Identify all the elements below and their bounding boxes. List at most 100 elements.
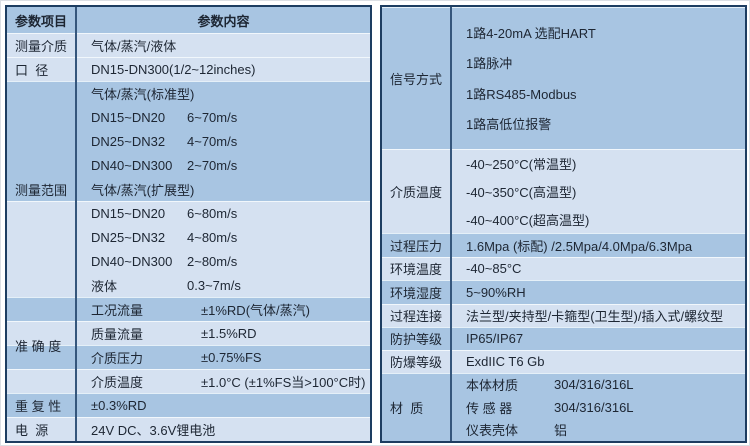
spec-text: 法兰型/夹持型/卡箍型(卫生型)/插入式/螺纹型 [466, 309, 724, 324]
row-label: 防护等级 [390, 332, 443, 347]
spec-line: 5~90%RH [452, 280, 745, 304]
spec-value: 2~70m/s [187, 157, 238, 173]
spec-name: 本体材质 [466, 377, 519, 393]
spec-line: 法兰型/夹持型/卡箍型(卫生型)/插入式/螺纹型 [452, 304, 745, 327]
spec-name: DN40~DN300 [91, 157, 173, 173]
spec-text: 1路高低位报警 [466, 117, 552, 133]
spec-text: 1路RS485-Modbus [466, 86, 577, 102]
spec-value: ±1.5%RD [201, 325, 257, 341]
label-band [7, 321, 75, 345]
spec-text: ±0.3%RD [91, 397, 147, 413]
table-row-group: 测量范围 气体/蒸汽(标准型) DN15~DN20 6~70m/s DN25~DN32 4… [7, 81, 370, 297]
row-content-cell: 气体/蒸汽(标准型) DN15~DN20 6~70m/s DN25~DN32 4~70m… [75, 81, 370, 297]
row-label: 测量范围 [15, 182, 68, 198]
spec-line: 液体 0.3~7m/s [77, 273, 370, 297]
spec-name: DN15~DN20 [91, 109, 166, 125]
row-label-cell: 测量范围 [7, 81, 75, 297]
table-row-group: 环境温度 -40~85°C [382, 257, 745, 280]
spec-value: ±0.75%FS [201, 349, 262, 365]
content-block: 法兰型/夹持型/卡箍型(卫生型)/插入式/螺纹型 [452, 304, 745, 327]
spec-line: IP65/IP67 [452, 327, 745, 350]
spec-name: 传 感 器 [466, 400, 513, 416]
spec-line: -40~85°C [452, 257, 745, 280]
row-label: 材 质 [390, 400, 424, 416]
spec-name: 质量流量 [91, 326, 144, 342]
spec-value: 2~80m/s [187, 253, 238, 269]
header-param-item: 参数项目 [14, 13, 67, 29]
spec-value: 6~80m/s [187, 205, 238, 221]
row-label-cell: 环境温度 [382, 257, 450, 280]
row-label-cell: 口 径 [7, 57, 75, 81]
row-label: 过程连接 [390, 309, 443, 324]
spec-line: 质量流量 ±1.5%RD [77, 321, 370, 345]
row-label-cell: 防爆等级 [382, 350, 450, 373]
content-block: 5~90%RH [452, 280, 745, 304]
label-band [382, 373, 450, 441]
spec-name: 介质温度 [91, 374, 144, 390]
table-row-group: 环境湿度 5~90%RH [382, 280, 745, 304]
table-row-group: 过程连接 法兰型/夹持型/卡箍型(卫生型)/插入式/螺纹型 [382, 304, 745, 327]
row-label-cell: 环境湿度 [382, 280, 450, 304]
label-band [382, 327, 450, 350]
row-content-cell: -40~250°C(常温型) -40~350°C(高温型) -40~400°C(超高… [450, 149, 745, 233]
spec-table-left: 参数项目 参数内容 测量介质 气体/蒸汽/液体口 径 DN15-DN300(1/2~… [5, 5, 372, 443]
row-label-cell: 电 源 [7, 417, 75, 441]
spec-name: 工况流量 [91, 302, 144, 318]
spec-line: 气体/蒸汽/液体 [77, 33, 370, 57]
row-content-cell: 1路4-20mA 选配HART 1路脉冲 1路RS485-Modbus 1路高低位报警 [450, 7, 745, 149]
spec-line: 1路RS485-Modbus [452, 78, 745, 109]
spec-name: 仪表壳体 [466, 423, 519, 439]
label-band [382, 233, 450, 257]
table-row-group: 防护等级 IP65/IP67 [382, 327, 745, 350]
spec-text: DN15-DN300(1/2~12inches) [91, 61, 256, 77]
spec-line: 仪表壳体 铝 [452, 418, 745, 441]
spec-name: DN15~DN20 [91, 205, 166, 221]
content-block: IP65/IP67 [452, 327, 745, 350]
label-band [382, 280, 450, 304]
label-band [382, 7, 450, 149]
spec-line: -40~400°C(超高温型) [452, 205, 745, 233]
spec-line: 传 感 器 304/316/316L [452, 396, 745, 419]
row-label: 环境温度 [390, 262, 443, 277]
label-band [382, 304, 450, 327]
content-block: 本体材质 304/316/316L 传 感 器 304/316/316L 仪表壳体 铝 [452, 373, 745, 441]
content-block: 1.6Mpa (标配) /2.5Mpa/4.0Mpa/6.3Mpa [452, 233, 745, 257]
spec-line: 工况流量 ±1%RD(气体/蒸汽) [77, 297, 370, 321]
row-content-cell: IP65/IP67 [450, 327, 745, 350]
row-label-cell: 介质温度 [382, 149, 450, 233]
spec-text: -40~85°C [466, 261, 522, 276]
table-row-group: 口 径 DN15-DN300(1/2~12inches) [7, 57, 370, 81]
spec-line: 1路4-20mA 选配HART [452, 17, 745, 48]
table-row-group: 准 确 度 工况流量 ±1%RD(气体/蒸汽) 质量流量 ±1.5%RD 介质压力 ±0.7… [7, 297, 370, 393]
spec-text: 气体/蒸汽(扩展型) [91, 182, 195, 198]
row-label: 口 径 [15, 62, 49, 78]
spec-text: -40~400°C(超高温型) [466, 212, 590, 228]
row-content-cell: 法兰型/夹持型/卡箍型(卫生型)/插入式/螺纹型 [450, 304, 745, 327]
content-block: ExdIIC T6 Gb [452, 350, 745, 373]
spec-line: -40~350°C(高温型) [452, 177, 745, 205]
spec-line: 24V DC、3.6V锂电池 [77, 417, 370, 441]
label-band [7, 393, 75, 417]
row-label-cell: 过程连接 [382, 304, 450, 327]
spec-line: 1.6Mpa (标配) /2.5Mpa/4.0Mpa/6.3Mpa [452, 233, 745, 257]
row-label-cell: 过程压力 [382, 233, 450, 257]
row-label: 重 复 性 [15, 398, 62, 414]
spec-text: 1路脉冲 [466, 56, 513, 72]
spec-name: DN25~DN32 [91, 133, 166, 149]
spec-line: DN25~DN32 4~70m/s [77, 129, 370, 153]
left-table-header: 参数项目 参数内容 [7, 7, 370, 33]
spec-line: 1路脉冲 [452, 48, 745, 79]
spec-name: 液体 [91, 278, 118, 294]
row-content-cell: -40~85°C [450, 257, 745, 280]
label-band [7, 57, 75, 81]
row-label: 测量介质 [15, 38, 68, 54]
row-content-cell: 1.6Mpa (标配) /2.5Mpa/4.0Mpa/6.3Mpa [450, 233, 745, 257]
row-content-cell: ±0.3%RD [75, 393, 370, 417]
spec-line: 介质压力 ±0.75%FS [77, 345, 370, 369]
label-band [7, 33, 75, 57]
table-row-group: 介质温度 -40~250°C(常温型) -40~350°C(高温型) -40~400°… [382, 149, 745, 233]
spec-value: 4~80m/s [187, 229, 238, 245]
content-block: 气体/蒸汽(标准型) DN15~DN20 6~70m/s DN25~DN32 4~70m… [77, 81, 370, 201]
spec-line: 介质温度 ±1.0°C (±1%FS当>100°C时) [77, 369, 370, 393]
